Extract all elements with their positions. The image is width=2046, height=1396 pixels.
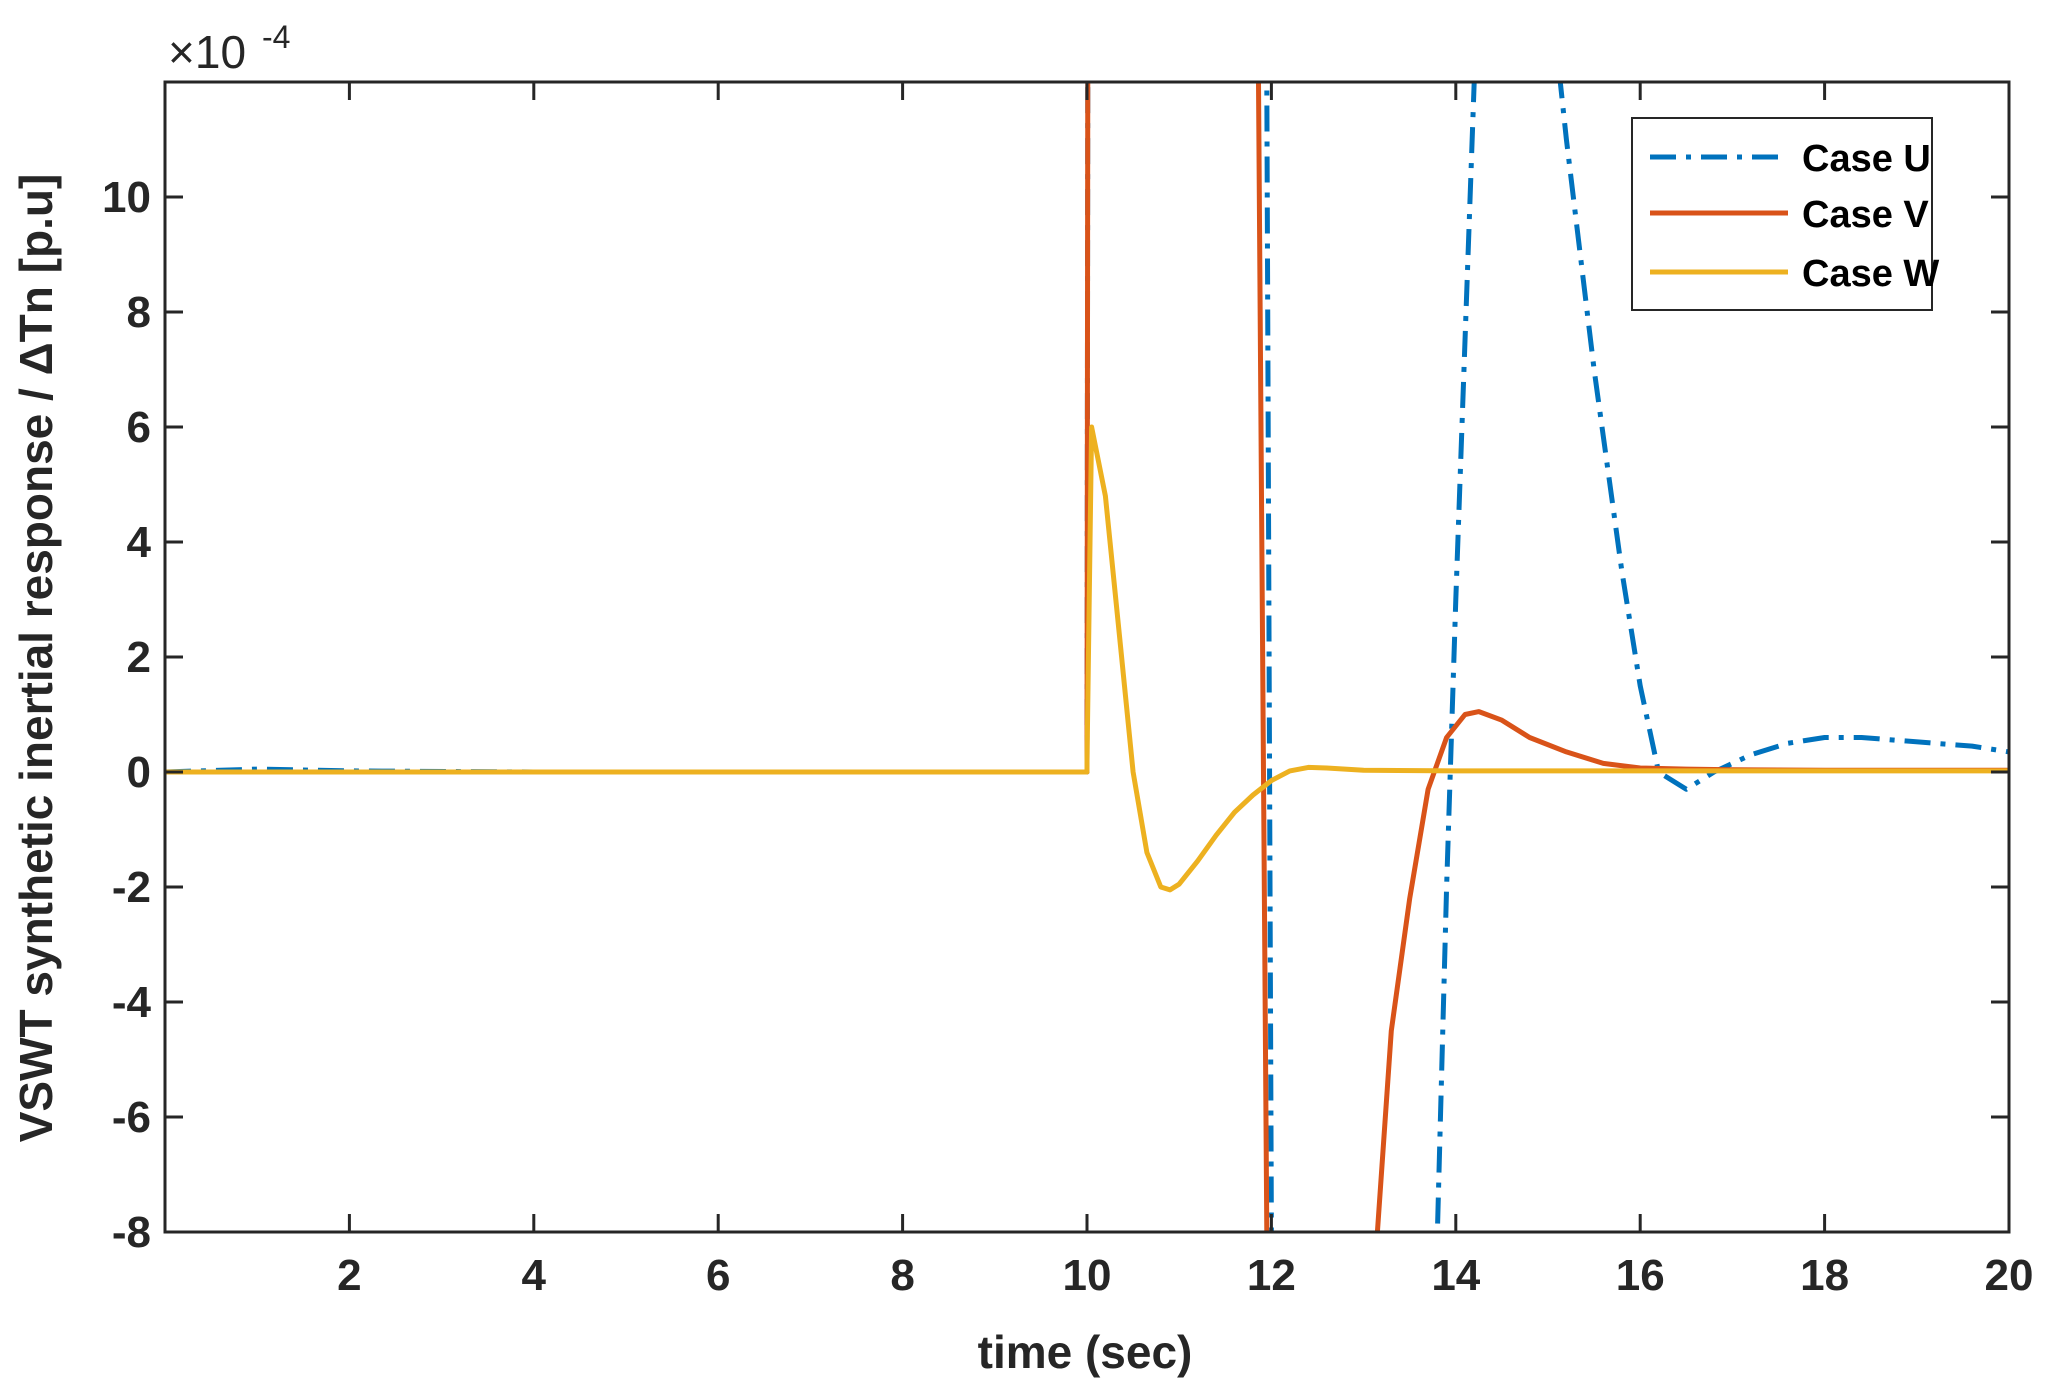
y-tick-label: -2	[112, 863, 151, 912]
x-tick-label: 16	[1616, 1251, 1665, 1300]
y-tick-label: 10	[102, 173, 151, 222]
y-axis-ticks: -8 -6 -4 -2 0 2 4 6 8 10	[102, 173, 2009, 1257]
y-tick-label: 4	[127, 518, 152, 567]
legend-label-case-v: Case V	[1802, 194, 1929, 236]
x-tick-label: 12	[1247, 1251, 1296, 1300]
legend: Case U Case V Case W	[1631, 117, 1939, 311]
y-tick-label: -6	[112, 1093, 151, 1142]
x-tick-label: 18	[1800, 1251, 1849, 1300]
legend-label-case-u: Case U	[1802, 138, 1931, 180]
y-tick-label: 0	[127, 748, 151, 797]
y-tick-label: 6	[127, 403, 151, 452]
y-tick-label: 8	[127, 288, 151, 337]
x-tick-label: 14	[1431, 1251, 1480, 1300]
series-layer	[165, 82, 2009, 1232]
x-tick-label: 2	[337, 1251, 361, 1300]
x-axis-title: time (sec)	[978, 1326, 1193, 1378]
x-tick-label: 6	[706, 1251, 730, 1300]
y-multiplier-exponent: -4	[262, 19, 290, 55]
x-axis-ticks: 2 4 6 8 10 12 14 16 18 20	[337, 82, 2033, 1300]
y-tick-label: -4	[112, 978, 152, 1027]
y-multiplier-base: ×10	[168, 26, 246, 78]
x-tick-label: 20	[1985, 1251, 2034, 1300]
y-axis-title: VSWT synthetic inertial response / ΔTn […	[10, 174, 62, 1143]
y-tick-label: -8	[112, 1208, 151, 1257]
legend-label-case-w: Case W	[1802, 253, 1939, 295]
series-line-case-w	[165, 424, 2009, 893]
x-tick-label: 8	[890, 1251, 914, 1300]
y-tick-label: 2	[127, 633, 151, 682]
x-tick-label: 4	[522, 1251, 547, 1300]
x-tick-label: 10	[1063, 1251, 1112, 1300]
